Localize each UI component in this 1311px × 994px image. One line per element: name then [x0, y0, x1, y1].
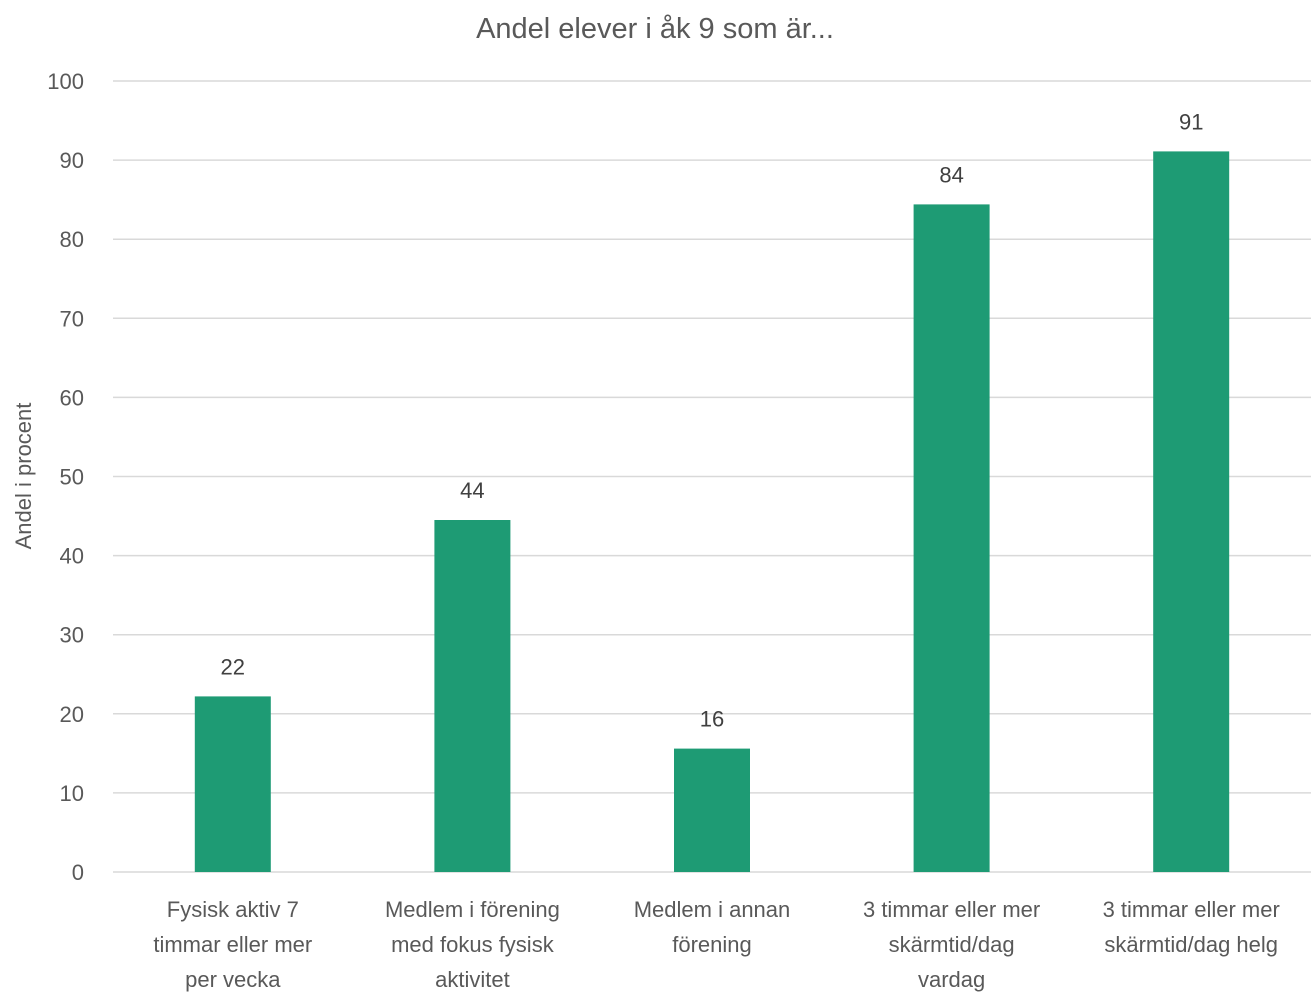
y-tick-label: 30: [60, 623, 84, 648]
y-tick-label: 70: [60, 306, 84, 331]
category-label: skärmtid/dag helg: [1104, 932, 1278, 957]
bar-data-label: 16: [700, 707, 724, 732]
bar: [194, 696, 271, 872]
bar-data-label: 84: [939, 162, 963, 187]
category-label: vardag: [918, 967, 985, 992]
category-label: skärmtid/dag: [889, 932, 1015, 957]
category-label: 3 timmar eller mer: [1103, 897, 1280, 922]
category-label: med fokus fysisk: [391, 932, 555, 957]
y-tick-label: 40: [60, 544, 84, 569]
bar: [1153, 151, 1230, 873]
bars: [194, 151, 1230, 873]
y-axis-title: Andel i procent: [11, 403, 36, 550]
gridlines: [113, 80, 1311, 873]
y-tick-label: 90: [60, 148, 84, 173]
bar: [434, 520, 511, 872]
y-tick-label: 50: [60, 465, 84, 490]
bar-data-label: 91: [1179, 109, 1203, 134]
category-label: Medlem i annan: [634, 897, 791, 922]
bar: [913, 204, 990, 872]
category-label: förening: [672, 932, 752, 957]
y-tick-label: 0: [72, 860, 84, 885]
y-tick-label: 10: [60, 781, 84, 806]
bar-data-label: 44: [460, 478, 484, 503]
y-axis-ticks: 0 10 20 30 40 50 60 70 80 90 100: [47, 69, 84, 885]
category-label: per vecka: [185, 967, 281, 992]
category-label: 3 timmar eller mer: [863, 897, 1040, 922]
data-labels: 22 44 16 84 91: [221, 109, 1204, 731]
y-tick-label: 60: [60, 385, 84, 410]
category-label: Fysisk aktiv 7: [167, 897, 299, 922]
y-tick-label: 20: [60, 702, 84, 727]
category-label: Medlem i förening: [385, 897, 560, 922]
category-label: timmar eller mer: [153, 932, 312, 957]
x-axis-categories: Fysisk aktiv 7 timmar eller mer per vecka M…: [153, 897, 1279, 992]
y-tick-label: 100: [47, 69, 84, 94]
bar: [674, 748, 750, 872]
chart-title: Andel elever i åk 9 som är...: [476, 13, 834, 45]
bar-data-label: 22: [221, 654, 245, 679]
category-label: aktivitet: [435, 967, 510, 992]
y-tick-label: 80: [60, 227, 84, 252]
